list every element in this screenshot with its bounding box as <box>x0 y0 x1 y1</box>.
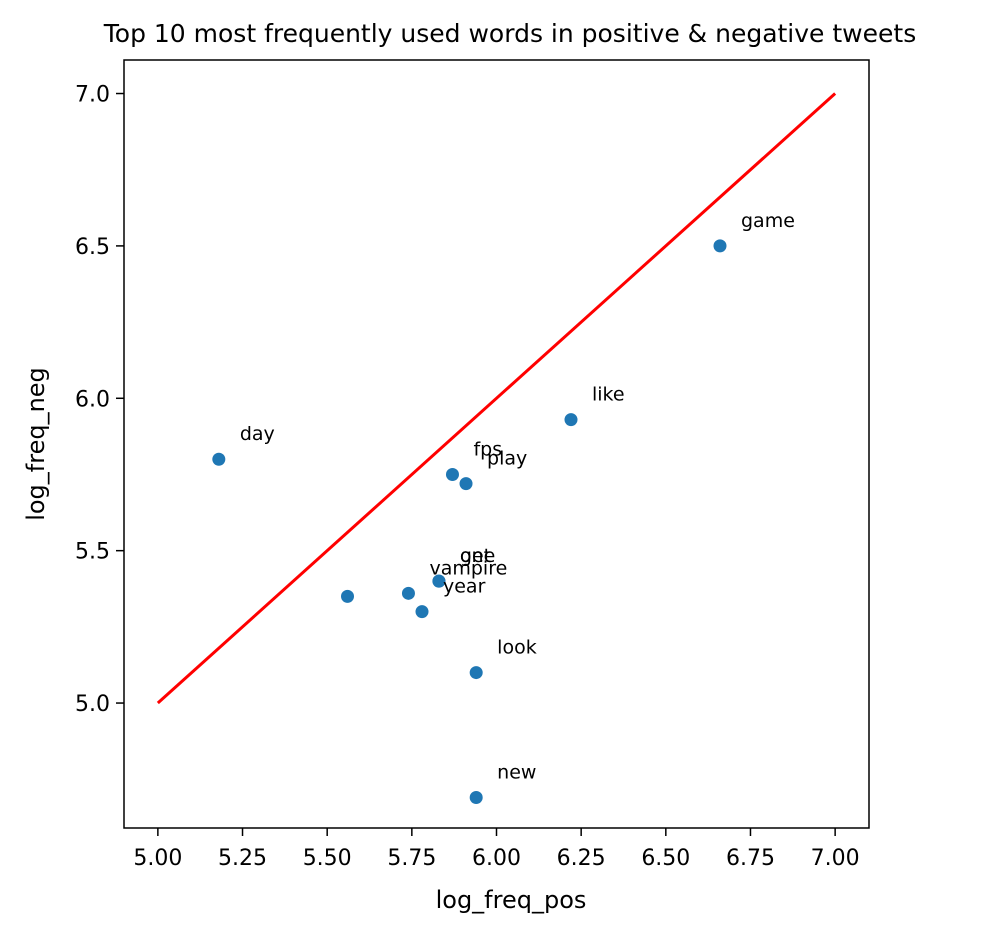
y-axis-label: log_freq_neg <box>22 367 50 521</box>
x-tick-label: 6.00 <box>472 846 521 871</box>
data-point <box>469 666 483 680</box>
data-point <box>469 791 483 805</box>
x-axis-label: log_freq_pos <box>436 886 587 914</box>
y-tick-label: 6.5 <box>75 235 110 260</box>
y-tick-label: 7.0 <box>75 83 110 108</box>
point-label: one <box>460 545 495 567</box>
reference-line <box>156 92 837 705</box>
point-label: play <box>487 448 527 470</box>
point-label: fps <box>473 438 502 460</box>
x-tick-label: 6.50 <box>641 846 690 871</box>
x-tick-label: 5.00 <box>133 846 182 871</box>
data-point <box>432 574 446 588</box>
point-label: day <box>240 423 275 445</box>
data-point <box>401 586 415 600</box>
x-axis: 5.00 5.25 5.50 5.75 6.00 6.25 6.50 6.75 7.00 <box>133 828 860 871</box>
point-label: vampire <box>429 557 507 579</box>
y-tick-label: 5.5 <box>75 540 110 565</box>
point-label: look <box>497 637 537 659</box>
point-label: get <box>460 545 491 567</box>
x-tick-label: 5.75 <box>387 846 436 871</box>
point-label: year <box>443 576 486 598</box>
y-tick-label: 5.0 <box>75 692 110 717</box>
data-point <box>415 605 429 619</box>
point-label: game <box>741 210 795 232</box>
point-label: new <box>497 762 536 784</box>
x-tick-label: 7.00 <box>811 846 860 871</box>
x-tick-label: 6.25 <box>557 846 606 871</box>
x-tick-label: 5.50 <box>303 846 352 871</box>
data-point <box>341 589 354 603</box>
x-tick-label: 5.25 <box>218 846 267 871</box>
data-point <box>459 477 473 491</box>
y-tick-label: 6.0 <box>75 387 110 412</box>
point-label: like <box>592 384 625 406</box>
data-point <box>445 467 459 481</box>
x-tick-label: 6.75 <box>726 846 775 871</box>
data-point <box>212 452 226 466</box>
chart-title: Top 10 most frequently used words in pos… <box>103 19 916 48</box>
data-point <box>713 239 727 253</box>
data-point <box>564 413 578 427</box>
y-axis: 5.0 5.5 6.0 6.5 7.0 <box>75 83 124 717</box>
